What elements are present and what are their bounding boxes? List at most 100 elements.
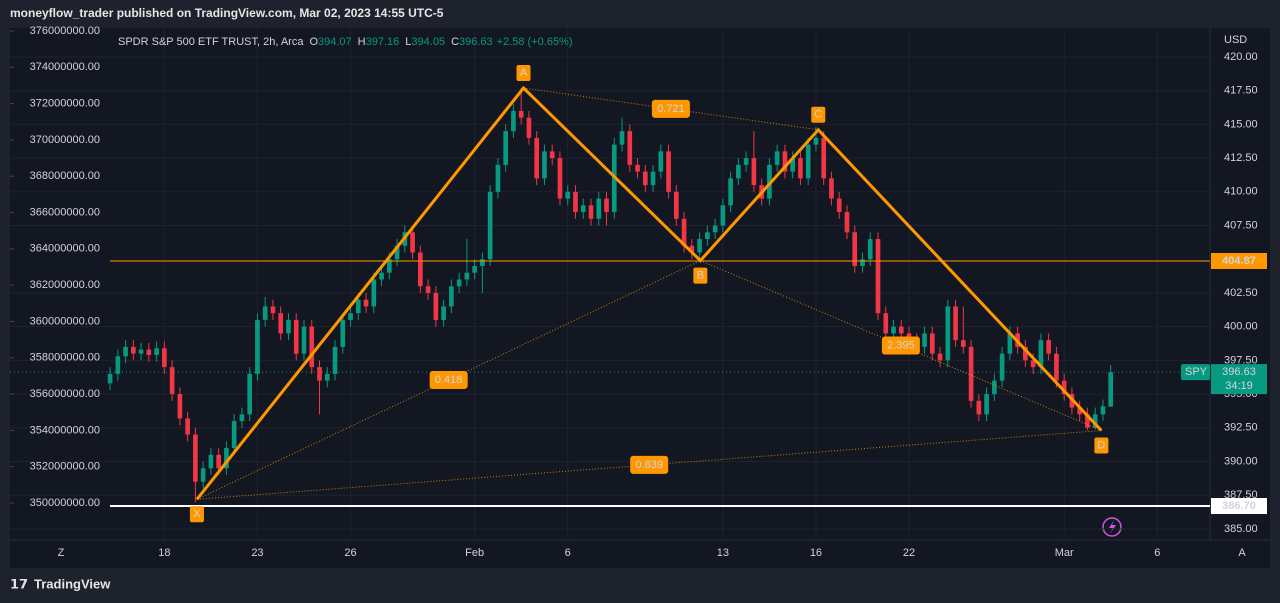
point-label: D <box>1097 439 1105 451</box>
y-tick-label: 407.50 <box>1224 219 1258 231</box>
alert-icon <box>1102 517 1122 537</box>
candle-body <box>317 367 322 381</box>
candle-body <box>743 158 749 165</box>
legend-item: 394.07 <box>318 36 352 48</box>
candle-body <box>418 252 423 287</box>
candle-body <box>1030 360 1036 368</box>
candle-body <box>309 326 315 368</box>
y-tick-label: 400.00 <box>1224 321 1258 333</box>
candle-body <box>588 205 594 219</box>
candle-body <box>169 367 175 395</box>
candle-body <box>146 349 152 355</box>
candle-body <box>813 137 819 145</box>
candle-body <box>162 348 167 368</box>
y-tick-label: 420.00 <box>1224 51 1258 63</box>
point-box <box>189 506 204 523</box>
legend-item: O <box>309 36 318 48</box>
candle-body <box>767 164 772 199</box>
candle-body <box>782 151 788 172</box>
candle-body <box>348 313 353 320</box>
candle-body <box>441 306 446 320</box>
y-tick-label: 392.50 <box>1224 422 1258 434</box>
y2-tick-label: 358000000.00 <box>30 352 100 364</box>
candle-body <box>929 333 935 354</box>
y2-tick-label: 376000000.00 <box>30 25 100 37</box>
level-label: 404.87 <box>1222 255 1256 267</box>
symbol-tag <box>1181 364 1210 381</box>
x-tick-label: 6 <box>1154 547 1160 559</box>
y2-tick-label: 354000000.00 <box>30 424 100 436</box>
candle-body <box>689 245 695 253</box>
y2-tick-label: 364000000.00 <box>30 243 100 255</box>
candle-body <box>557 158 563 199</box>
y2-tick-label: 360000000.00 <box>30 315 100 327</box>
point-box <box>811 106 826 123</box>
candle-body <box>270 306 276 314</box>
candle-body <box>371 279 377 307</box>
point-label: X <box>193 508 201 520</box>
candle-body <box>976 400 982 415</box>
candle-body <box>115 356 121 374</box>
y-tick-label: 402.50 <box>1224 287 1258 299</box>
x-tick-label: Feb <box>465 547 484 559</box>
button[interactable]: Z <box>58 547 65 559</box>
candle-body <box>860 259 865 266</box>
candle-body <box>875 239 881 314</box>
candle-body <box>425 286 431 293</box>
candle-body <box>999 353 1005 381</box>
footer-brand: TradingView <box>34 576 111 591</box>
ratio-label: 2.395 <box>887 339 915 351</box>
candle-body <box>255 319 260 374</box>
candle-body <box>355 299 361 314</box>
candle-body <box>992 380 997 395</box>
candle-body <box>363 299 369 307</box>
point-box <box>1094 437 1109 454</box>
candle-body <box>200 468 206 482</box>
x-tick-label: 22 <box>903 547 915 559</box>
candle-body <box>1077 407 1083 415</box>
ratio-label: 0.721 <box>657 103 685 115</box>
candle-body <box>805 144 811 179</box>
candle-body <box>394 245 400 260</box>
candle-body <box>262 306 268 320</box>
candle-body <box>681 218 687 246</box>
candle-body <box>511 110 516 132</box>
ratio-box <box>630 455 669 474</box>
pattern-line <box>195 85 1103 501</box>
candle-body <box>1046 340 1051 354</box>
candle-body <box>1085 414 1090 428</box>
candle-body <box>239 414 245 422</box>
candle-body <box>301 326 307 354</box>
legend-item: 396.63 <box>459 36 493 48</box>
candle-body <box>526 117 532 138</box>
legend-item: C <box>451 36 459 48</box>
y-tick-label: 397.50 <box>1224 354 1258 366</box>
candle-body <box>984 394 989 415</box>
candle-body <box>107 373 113 384</box>
candle-body <box>1007 333 1013 354</box>
button[interactable]: A <box>1238 547 1246 559</box>
candle-body <box>565 191 571 199</box>
y-tick-label: 417.50 <box>1224 85 1258 97</box>
candle-body <box>728 178 733 206</box>
svg-text:𝟭𝟳: 𝟭𝟳 <box>10 576 28 591</box>
y2-tick-label: 368000000.00 <box>30 170 100 182</box>
candle-body <box>449 286 454 307</box>
ratio-label: 0.839 <box>635 459 663 471</box>
candle-body <box>627 131 633 165</box>
candle-body <box>1054 353 1059 381</box>
legend-item: +2.58 (+0.65%) <box>497 36 573 48</box>
level-tag <box>1211 498 1267 515</box>
legend-item: 394.05 <box>411 36 445 48</box>
candle-body <box>216 454 221 469</box>
candle-body <box>604 198 609 213</box>
x-tick-label: 6 <box>565 547 571 559</box>
point-label: B <box>697 270 704 282</box>
candle-body <box>1108 372 1114 407</box>
candle-body <box>154 348 159 355</box>
candle-body <box>123 346 128 357</box>
candle-body <box>549 151 555 159</box>
candle-body <box>534 137 540 179</box>
point-box <box>693 267 708 284</box>
